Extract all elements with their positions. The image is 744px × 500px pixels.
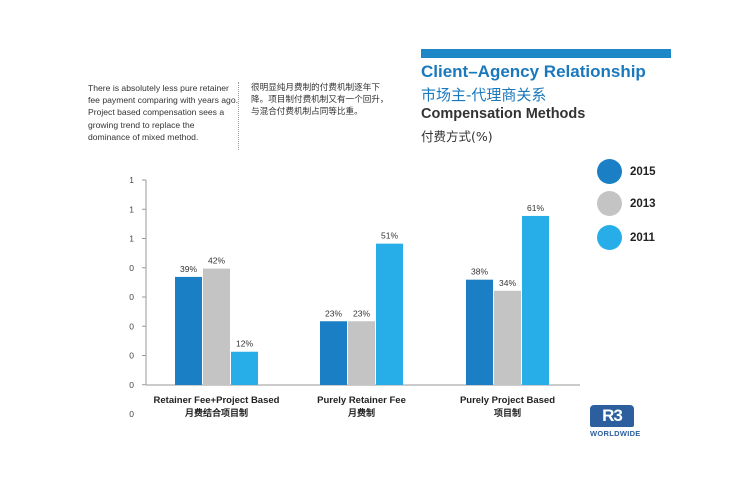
legend-item-2011: 2011 [597, 225, 655, 250]
intro-note-english: There is absolutely less pure retainer f… [88, 83, 238, 142]
r3-worldwide-logo: R3 WORLDWIDE [590, 405, 674, 438]
bar-2015-category-3 [466, 279, 493, 385]
x-category-label-chinese: 项目制 [494, 407, 521, 418]
data-label-2011-category-2: 51% [381, 231, 398, 241]
bar-2011-category-2 [376, 243, 403, 385]
data-label-2013-category-3: 34% [499, 278, 516, 288]
logo-mark: R3 [590, 405, 634, 427]
data-label-2011-category-1: 12% [236, 339, 253, 349]
data-label-2013-category-1: 42% [208, 256, 225, 266]
legend-label-2013: 2013 [630, 197, 656, 210]
bar-2013-category-1 [203, 268, 230, 385]
legend-label-2011: 2011 [630, 231, 655, 244]
bar-2011-category-3 [522, 215, 549, 385]
chart-subtitle-chinese: 付费方式(%) [421, 129, 493, 144]
legend-label-2015: 2015 [630, 165, 656, 178]
page-title-chinese: 市场主-代理商关系 [421, 86, 547, 104]
bar-2011-category-1 [231, 351, 258, 385]
x-category-label-chinese: 月费制 [347, 407, 375, 418]
data-label-2015-category-2: 23% [325, 308, 342, 318]
data-label-2011-category-3: 61% [527, 203, 544, 213]
legend-swatch-2011 [597, 225, 622, 250]
data-label-2015-category-1: 39% [180, 264, 197, 274]
y-tick-label: 0 [129, 409, 134, 419]
y-tick-label: 0 [129, 351, 134, 361]
bar-2015-category-2 [320, 321, 347, 385]
legend-swatch-2015 [597, 159, 622, 184]
x-category-label-chinese: 月费结合项目制 [184, 407, 248, 418]
x-category-label: Purely Project Based [460, 395, 555, 406]
data-label-2013-category-2: 23% [353, 308, 370, 318]
logo-wordmark: WORLDWIDE [590, 429, 641, 438]
header-accent-bar [421, 49, 671, 58]
note-divider [238, 82, 239, 150]
legend-item-2013: 2013 [597, 191, 656, 216]
y-tick-label: 1 [129, 204, 134, 214]
bar-2015-category-1 [175, 276, 202, 385]
chart-subtitle: Compensation Methods [421, 106, 586, 122]
legend-item-2015: 2015 [597, 159, 656, 184]
bar-2013-category-3 [494, 290, 521, 385]
y-tick-label: 0 [129, 380, 134, 390]
intro-note-chinese: 很明显纯月费制的付费机制逐年下降。项目制付费机制又有一个回升，与混合付费机制占同… [251, 83, 389, 118]
x-category-label: Purely Retainer Fee [317, 395, 406, 406]
y-tick-label: 0 [129, 292, 134, 302]
x-category-label: Retainer Fee+Project Based [154, 395, 280, 406]
y-tick-label: 0 [129, 263, 134, 273]
legend-swatch-2013 [597, 191, 622, 216]
data-label-2015-category-3: 38% [471, 267, 488, 277]
y-tick-label: 0 [129, 321, 134, 331]
y-tick-label: 1 [129, 175, 134, 185]
y-tick-label: 1 [129, 234, 134, 244]
page-title: Client–Agency Relationship [421, 62, 646, 81]
bar-2013-category-2 [348, 321, 375, 385]
